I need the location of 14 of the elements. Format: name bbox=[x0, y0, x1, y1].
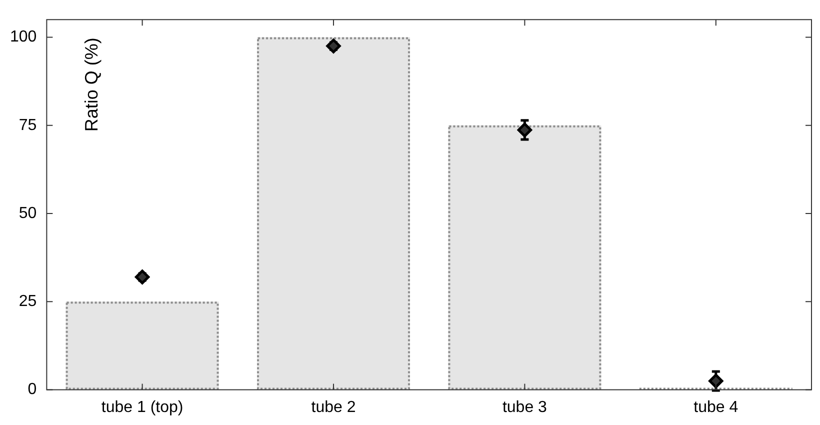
y-tick-label: 25 bbox=[18, 293, 37, 310]
point bbox=[135, 270, 150, 284]
y-tick-label: 100 bbox=[10, 28, 37, 46]
point bbox=[708, 374, 724, 388]
x-tick-label: tube 1 (top) bbox=[101, 398, 184, 416]
point bbox=[326, 38, 341, 54]
x-tick-label: tube 2 bbox=[311, 398, 356, 416]
x-tick-label: tube 3 bbox=[502, 398, 548, 416]
point bbox=[517, 122, 532, 138]
x-tick-label: tube 4 bbox=[694, 398, 738, 416]
y-axis-title: Ratio Q (%) bbox=[82, 38, 102, 132]
y-tick-label: 50 bbox=[18, 204, 37, 222]
y-tick-label: 75 bbox=[18, 116, 37, 134]
y-tick-label: 0 bbox=[28, 381, 37, 398]
